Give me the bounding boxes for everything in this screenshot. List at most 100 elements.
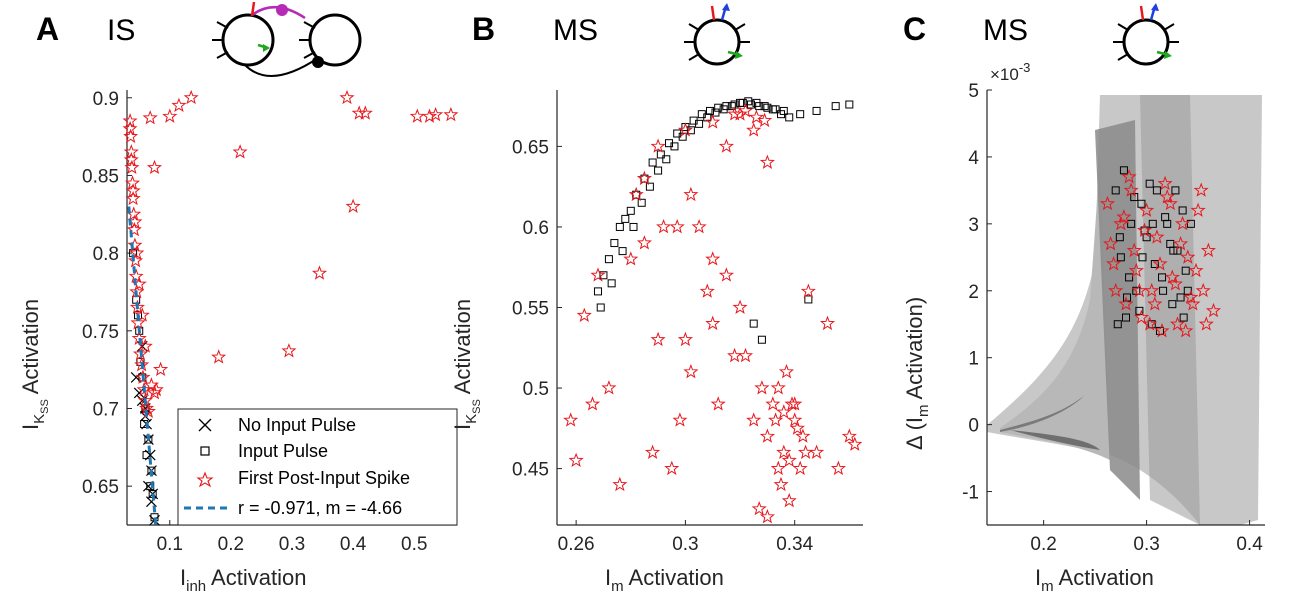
y-tick-label: 1 bbox=[968, 349, 979, 370]
point-input-pulse bbox=[1125, 273, 1134, 282]
y-tick-label: 4 bbox=[968, 148, 979, 169]
point-input-pulse bbox=[637, 198, 646, 207]
point-first-spike bbox=[153, 361, 169, 377]
point-first-spike bbox=[590, 267, 606, 282]
fit-line bbox=[127, 206, 158, 526]
point-input-pulse bbox=[812, 106, 821, 115]
point-first-spike bbox=[705, 251, 721, 266]
point-input-pulse bbox=[607, 279, 616, 288]
x-tick-label: 0.2 bbox=[218, 534, 244, 555]
point-first-spike bbox=[129, 245, 145, 260]
y-tick-label: 0.7 bbox=[93, 399, 119, 420]
point-first-spike bbox=[636, 170, 652, 186]
point-first-spike bbox=[727, 347, 743, 363]
y-tick-label: 2 bbox=[968, 282, 979, 303]
point-first-spike bbox=[1116, 209, 1132, 224]
point-first-spike bbox=[123, 151, 139, 167]
point-first-spike bbox=[710, 396, 726, 411]
point-input-pulse bbox=[768, 105, 777, 114]
point-input-pulse bbox=[618, 247, 627, 256]
point-first-spike bbox=[819, 315, 836, 331]
panel-a-label: A bbox=[36, 11, 59, 47]
point-first-spike bbox=[1139, 202, 1155, 217]
point-first-spike bbox=[1137, 222, 1153, 237]
y-tick-label: 0.6 bbox=[523, 218, 549, 239]
point-input-pulse bbox=[136, 357, 145, 366]
point-input-pulse bbox=[615, 222, 624, 231]
point-first-spike bbox=[443, 106, 459, 122]
point-first-spike bbox=[1162, 195, 1178, 211]
point-first-spike bbox=[800, 283, 816, 298]
y-tick-label: 3 bbox=[968, 215, 979, 236]
point-first-spike bbox=[130, 315, 146, 330]
point-input-pulse bbox=[1113, 320, 1122, 329]
point-first-spike bbox=[563, 412, 579, 427]
point-first-spike bbox=[705, 114, 721, 129]
panel-a-marks bbox=[122, 89, 459, 526]
panel-c-schematic-icon bbox=[1113, 3, 1179, 66]
x-tick-label: 0.26 bbox=[558, 534, 595, 555]
panel-b-label: B bbox=[472, 11, 495, 47]
point-first-spike bbox=[1131, 282, 1147, 298]
point-first-spike bbox=[128, 252, 144, 268]
panel-c-y-exponent: ×10-3 bbox=[990, 60, 1030, 84]
point-first-spike bbox=[636, 235, 652, 250]
panel-b-schematic-icon bbox=[684, 3, 750, 66]
point-first-spike bbox=[123, 144, 139, 159]
panel-b: B MS 0.26 0.3 0.34 0.45 0.5 0.55 0.6 0.65 Im A… bbox=[450, 3, 863, 595]
point-input-pulse bbox=[752, 98, 761, 107]
point-first-spike bbox=[148, 381, 164, 397]
point-first-spike bbox=[732, 299, 748, 314]
panel-a-x-ticks: 0.1 0.2 0.3 0.4 0.5 bbox=[157, 520, 427, 555]
point-first-spike bbox=[1142, 316, 1158, 331]
point-input-pulse bbox=[1179, 313, 1188, 322]
point-first-spike bbox=[171, 97, 187, 112]
point-first-spike bbox=[146, 159, 163, 175]
point-first-spike bbox=[1169, 316, 1186, 331]
point-first-spike bbox=[645, 444, 661, 459]
point-first-spike bbox=[1133, 309, 1149, 324]
point-first-spike bbox=[718, 267, 734, 282]
point-first-spike bbox=[809, 444, 825, 459]
point-first-spike bbox=[1183, 289, 1199, 304]
panel-c-marks bbox=[1099, 166, 1222, 338]
point-first-spike bbox=[1157, 175, 1173, 191]
point-first-spike bbox=[1144, 282, 1160, 298]
panel-b-y-label: IKSS Activation bbox=[450, 299, 483, 430]
panel-b-marks bbox=[563, 97, 863, 524]
point-first-spike bbox=[765, 396, 781, 411]
x-tick-label: 0.5 bbox=[401, 534, 427, 555]
point-input-pulse bbox=[711, 108, 720, 117]
point-input-pulse bbox=[686, 126, 695, 135]
point-input-pulse bbox=[1168, 300, 1177, 309]
panel-b-y-ticks: 0.45 0.5 0.55 0.6 0.65 bbox=[512, 137, 562, 481]
point-first-spike bbox=[1128, 262, 1144, 278]
x-tick-label: 0.4 bbox=[1236, 534, 1263, 555]
point-first-spike bbox=[787, 396, 803, 411]
point-input-pulse bbox=[604, 255, 613, 264]
point-first-spike bbox=[669, 218, 685, 234]
legend-item-input-pulse: Input Pulse bbox=[238, 441, 328, 461]
point-input-pulse bbox=[1116, 253, 1125, 262]
y-tick-label: 0 bbox=[968, 416, 979, 437]
point-first-spike bbox=[1106, 256, 1122, 271]
point-first-spike bbox=[672, 412, 688, 427]
point-first-spike bbox=[1195, 282, 1211, 298]
point-first-spike bbox=[746, 122, 762, 137]
legend: No Input Pulse Input Pulse First Post-In… bbox=[177, 408, 458, 526]
point-first-spike bbox=[1108, 282, 1124, 298]
legend-item-fit: r = -0.971, m = -4.66 bbox=[238, 498, 402, 518]
point-input-pulse bbox=[763, 103, 772, 112]
point-first-spike bbox=[1200, 242, 1216, 258]
legend-marker-input-square-icon bbox=[200, 446, 210, 456]
point-first-spike bbox=[1198, 316, 1214, 331]
point-first-spike bbox=[776, 404, 792, 419]
x-tick-label: 0.34 bbox=[776, 534, 813, 555]
point-first-spike bbox=[1180, 249, 1196, 264]
point-input-pulse bbox=[1137, 199, 1146, 208]
point-first-spike bbox=[699, 283, 715, 298]
point-first-spike bbox=[1154, 322, 1170, 338]
y-tick-label: 0.65 bbox=[82, 477, 119, 498]
panel-c-y-ticks: -1 0 1 2 3 4 5 bbox=[962, 81, 992, 504]
